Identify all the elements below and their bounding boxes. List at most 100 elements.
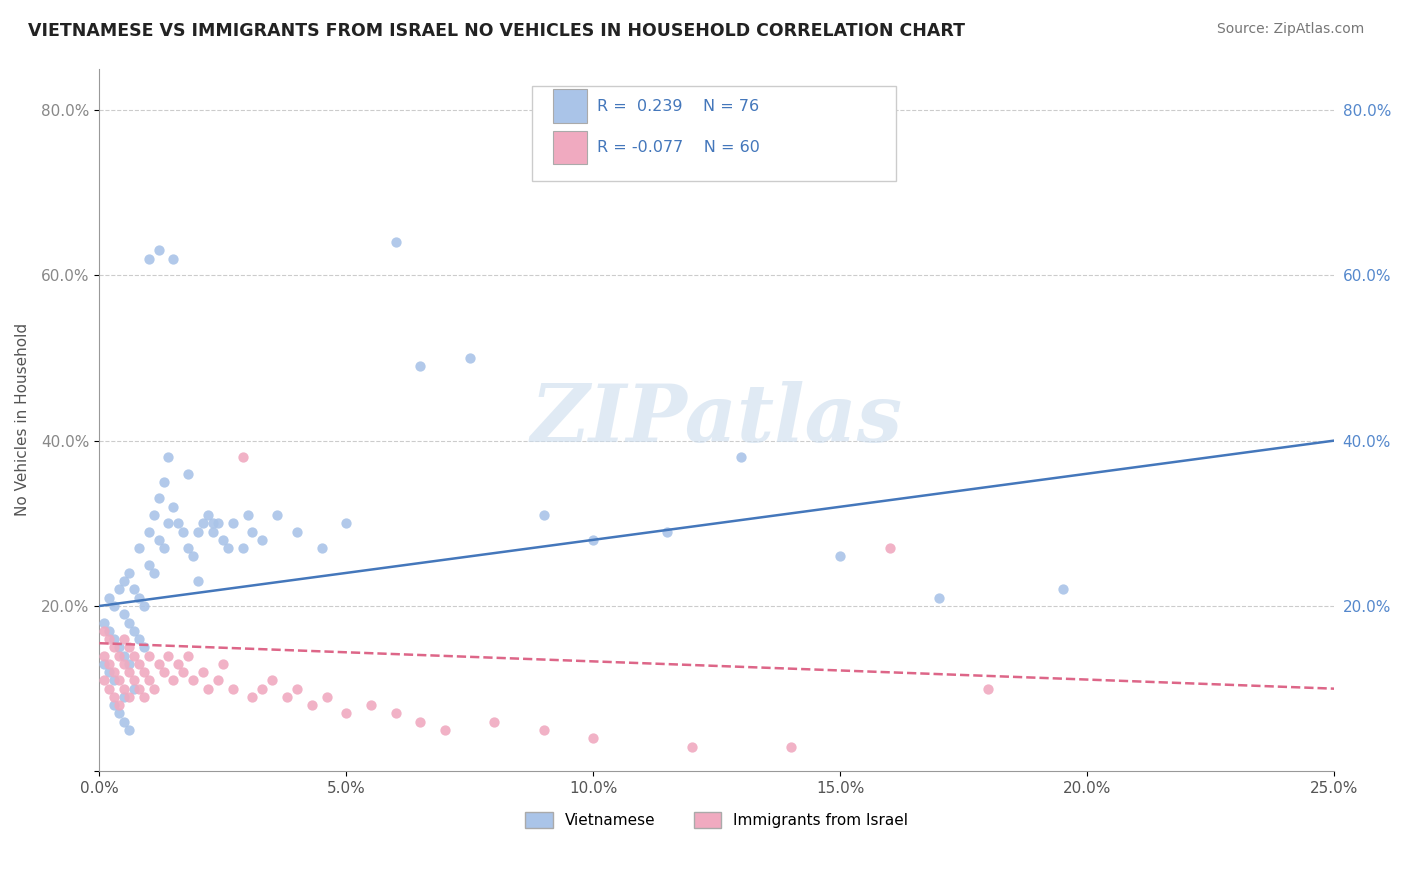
Point [211, 533, 233, 547]
Point [98, 624, 121, 638]
Point [928, 591, 950, 605]
Point [93, 673, 115, 688]
Point [222, 681, 245, 696]
Point [533, 508, 555, 522]
Point [128, 681, 150, 696]
Point [301, 698, 323, 713]
Point [142, 681, 165, 696]
Point [266, 508, 288, 522]
Point [311, 541, 333, 555]
Point [118, 640, 141, 655]
Point [335, 706, 357, 721]
Text: Source: ZipAtlas.com: Source: ZipAtlas.com [1216, 22, 1364, 37]
Point [177, 467, 200, 481]
Point [148, 533, 170, 547]
Point [207, 673, 229, 688]
Point [122, 624, 145, 638]
Point [191, 516, 214, 531]
Point [98, 632, 121, 646]
Point [242, 690, 264, 704]
Point [211, 657, 233, 671]
Point [187, 574, 209, 589]
Point [122, 648, 145, 663]
Point [132, 640, 155, 655]
Point [252, 533, 274, 547]
Point [138, 673, 160, 688]
Point [315, 690, 337, 704]
FancyBboxPatch shape [553, 130, 588, 164]
Point [138, 252, 160, 266]
Point [207, 516, 229, 531]
Point [285, 681, 308, 696]
Point [262, 673, 284, 688]
Point [103, 632, 125, 646]
Point [112, 648, 135, 663]
Point [103, 665, 125, 680]
Point [103, 673, 125, 688]
Point [222, 516, 245, 531]
Point [108, 640, 131, 655]
Point [152, 665, 174, 680]
Point [152, 475, 174, 489]
Point [98, 665, 121, 680]
Point [384, 235, 406, 249]
Point [181, 673, 204, 688]
Point [122, 681, 145, 696]
Point [360, 698, 382, 713]
Point [779, 739, 801, 754]
Point [172, 524, 194, 539]
Point [112, 690, 135, 704]
Point [285, 524, 308, 539]
Point [148, 244, 170, 258]
Point [138, 558, 160, 572]
Point [103, 690, 125, 704]
Point [177, 648, 200, 663]
Point [138, 524, 160, 539]
Point [167, 657, 190, 671]
Point [98, 681, 121, 696]
Point [162, 673, 184, 688]
Point [112, 632, 135, 646]
Point [977, 681, 1000, 696]
Point [236, 508, 259, 522]
Point [122, 673, 145, 688]
Point [128, 541, 150, 555]
Point [148, 491, 170, 506]
Point [191, 665, 214, 680]
Point [142, 566, 165, 580]
Point [98, 591, 121, 605]
Point [128, 591, 150, 605]
Point [112, 607, 135, 622]
Point [409, 714, 432, 729]
Point [157, 648, 180, 663]
Text: VIETNAMESE VS IMMIGRANTS FROM ISRAEL NO VEHICLES IN HOUSEHOLD CORRELATION CHART: VIETNAMESE VS IMMIGRANTS FROM ISRAEL NO … [28, 22, 965, 40]
Point [217, 541, 239, 555]
Point [118, 657, 141, 671]
Text: R = -0.077    N = 60: R = -0.077 N = 60 [598, 140, 759, 155]
Point [108, 706, 131, 721]
Point [162, 500, 184, 514]
Point [93, 624, 115, 638]
Point [181, 549, 204, 564]
Point [108, 698, 131, 713]
Point [128, 632, 150, 646]
Point [730, 450, 752, 464]
Point [118, 615, 141, 630]
Point [108, 673, 131, 688]
Point [335, 516, 357, 531]
Point [458, 351, 481, 365]
Point [657, 524, 679, 539]
Point [122, 582, 145, 597]
Y-axis label: No Vehicles in Household: No Vehicles in Household [15, 324, 30, 516]
Point [112, 714, 135, 729]
Point [242, 524, 264, 539]
Point [879, 541, 901, 555]
Point [276, 690, 298, 704]
Legend: Vietnamese, Immigrants from Israel: Vietnamese, Immigrants from Israel [519, 805, 914, 834]
Point [157, 516, 180, 531]
Point [112, 574, 135, 589]
Point [157, 450, 180, 464]
Point [197, 681, 219, 696]
Point [112, 657, 135, 671]
Text: R =  0.239    N = 76: R = 0.239 N = 76 [598, 99, 759, 113]
